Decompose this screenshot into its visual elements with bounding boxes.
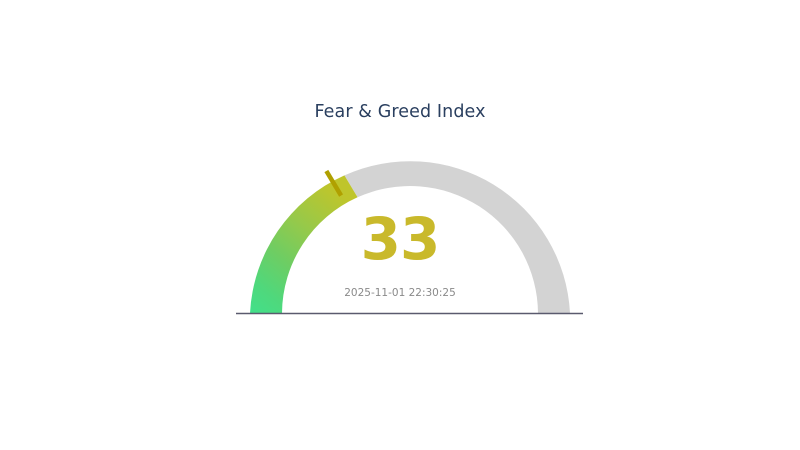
page-title: Fear & Greed Index (314, 102, 486, 122)
gauge-timestamp: 2025-11-01 22:30:25 (344, 287, 456, 299)
gauge-value-number: 33 (360, 205, 441, 273)
gauge-value-arc (250, 175, 358, 313)
gauge-threshold-marker (324, 169, 344, 197)
gauge-track-arc (344, 161, 570, 313)
